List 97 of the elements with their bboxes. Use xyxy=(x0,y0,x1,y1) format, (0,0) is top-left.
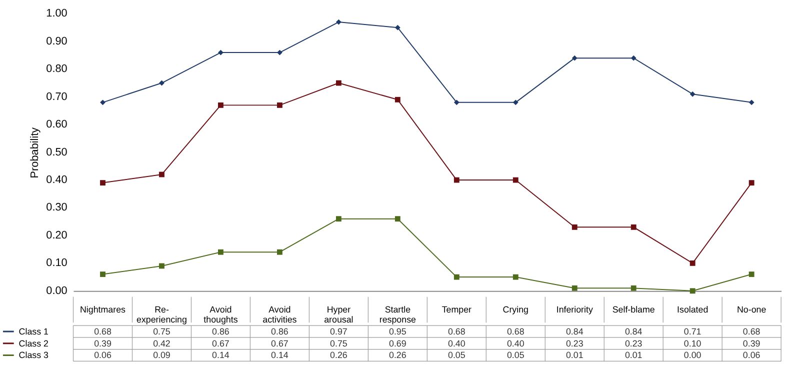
y-tick-label: 0.60 xyxy=(46,118,68,131)
y-tick-label: 0.50 xyxy=(46,146,68,158)
data-label: 0.06 xyxy=(742,350,760,360)
y-tick-label: 0.30 xyxy=(46,202,68,214)
x-tick-label: Temper xyxy=(442,304,472,315)
point xyxy=(218,50,224,56)
data-label: 0.01 xyxy=(624,350,642,360)
y-axis-title: Probability xyxy=(29,126,42,178)
point xyxy=(512,274,518,280)
data-label: 0.09 xyxy=(153,350,170,360)
data-label: 0.01 xyxy=(566,350,584,360)
y-tick-label: 1.00 xyxy=(46,8,68,20)
data-label: 0.14 xyxy=(212,350,230,360)
data-label: 0.84 xyxy=(624,326,642,336)
point xyxy=(690,288,696,294)
x-tick-label: Re-experiencing xyxy=(136,304,187,325)
data-label: 0.00 xyxy=(684,350,702,360)
point xyxy=(394,96,400,102)
y-tick-label: 0.90 xyxy=(46,35,68,48)
data-label: 0.26 xyxy=(389,350,406,360)
point xyxy=(572,224,578,230)
data-label: 0.23 xyxy=(624,338,642,348)
point xyxy=(512,177,518,183)
point xyxy=(276,249,282,255)
x-tick-label: Hyper arousal xyxy=(324,304,354,325)
data-label: 0.42 xyxy=(153,338,170,348)
point xyxy=(276,102,282,108)
x-tick-label: Self-blame xyxy=(612,304,655,315)
data-label: 0.68 xyxy=(448,326,466,336)
point xyxy=(630,55,636,61)
legend-label: Class 3 xyxy=(18,350,49,360)
point xyxy=(336,80,342,86)
x-tick-label: Nightmares xyxy=(80,304,126,315)
data-label: 0.10 xyxy=(684,338,702,348)
point xyxy=(336,216,342,222)
x-tick-label: No-one xyxy=(736,304,766,315)
point xyxy=(572,55,578,61)
x-tick-label: Startle response xyxy=(379,304,416,325)
data-label: 0.40 xyxy=(506,338,524,348)
y-tick-label: 0.80 xyxy=(46,63,68,76)
data-label: 0.69 xyxy=(389,338,406,348)
point xyxy=(572,285,578,291)
data-label: 0.95 xyxy=(389,326,406,336)
data-label: 0.40 xyxy=(448,338,466,348)
data-label: 0.23 xyxy=(566,338,584,348)
point xyxy=(454,177,460,183)
data-label: 0.67 xyxy=(212,338,230,348)
data-label: 0.68 xyxy=(94,326,112,336)
x-tick-label: Avoid activities xyxy=(262,304,298,325)
data-label: 0.67 xyxy=(271,338,288,348)
point xyxy=(748,272,754,277)
point xyxy=(454,100,460,106)
point xyxy=(218,102,224,108)
data-label: 0.05 xyxy=(506,350,524,360)
y-tick-label: 0.00 xyxy=(46,284,68,297)
legend-label: Class 2 xyxy=(18,338,49,348)
data-label: 0.97 xyxy=(330,326,348,336)
x-tick-label: Isolated xyxy=(677,304,708,315)
point xyxy=(100,100,106,106)
point xyxy=(218,249,224,255)
point xyxy=(394,216,400,222)
data-label: 0.14 xyxy=(271,350,288,360)
data-label: 0.71 xyxy=(684,326,702,336)
point xyxy=(454,274,460,280)
data-label: 0.68 xyxy=(506,326,524,336)
point xyxy=(748,180,754,186)
point xyxy=(630,285,636,291)
y-tick-label: 0.10 xyxy=(46,257,68,270)
point xyxy=(394,24,400,30)
data-label: 0.39 xyxy=(742,338,760,348)
data-label: 0.86 xyxy=(212,326,230,336)
legend-label: Class 1 xyxy=(18,326,49,336)
data-label: 0.84 xyxy=(566,326,584,336)
point xyxy=(690,260,696,266)
point xyxy=(512,100,518,106)
y-tick-label: 0.40 xyxy=(46,174,68,186)
data-label: 0.26 xyxy=(330,350,348,360)
x-tick-label: Avoid thoughts xyxy=(204,304,238,325)
point xyxy=(100,180,106,186)
data-label: 0.05 xyxy=(448,350,466,360)
point xyxy=(159,172,164,178)
point xyxy=(630,224,636,230)
point xyxy=(690,91,696,97)
point xyxy=(159,263,164,269)
y-tick-label: 0.20 xyxy=(46,229,68,242)
y-tick-label: 0.70 xyxy=(46,90,68,103)
x-tick-label: Crying xyxy=(502,304,529,315)
data-label: 0.39 xyxy=(94,338,112,348)
data-label: 0.75 xyxy=(330,338,348,348)
data-label: 0.06 xyxy=(94,350,112,360)
data-label: 0.75 xyxy=(153,326,170,336)
x-tick-label: Inferiority xyxy=(556,304,594,315)
data-label: 0.68 xyxy=(742,326,760,336)
point xyxy=(336,19,342,25)
point xyxy=(748,100,754,106)
data-label: 0.86 xyxy=(271,326,288,336)
point xyxy=(100,272,106,277)
